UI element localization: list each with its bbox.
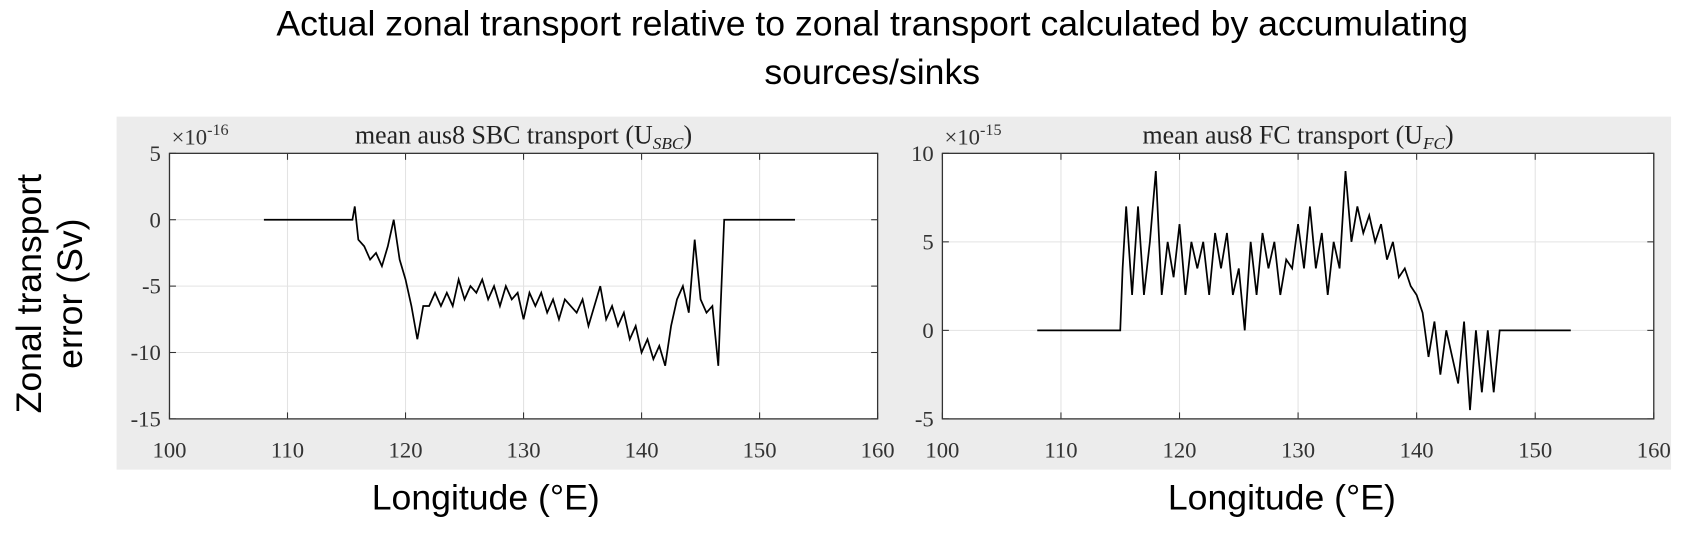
x-tick-label: 100	[925, 438, 959, 463]
x-axis-label: Longitude (°E)	[1168, 478, 1396, 518]
y-tick-label: -5	[142, 274, 161, 299]
x-tick-label: 100	[152, 438, 186, 463]
y-tick-label: -10	[131, 340, 161, 365]
y-axis-label: error (Sv)	[50, 218, 90, 368]
axes-title-subscript: SBC	[653, 134, 684, 153]
x-tick-label: 130	[507, 438, 541, 463]
x-axis-label: Longitude (°E)	[372, 478, 600, 518]
x-tick-label: 140	[625, 438, 659, 463]
axes-box	[941, 152, 1655, 420]
y-axis-label: Zonal transport	[9, 174, 49, 414]
axes-title-text: )	[1445, 121, 1454, 150]
data-line	[263, 206, 796, 367]
x-tick-label: 130	[1281, 438, 1315, 463]
x-tick-label: 160	[861, 438, 895, 463]
y-scale-label: ×10-15	[945, 121, 1002, 150]
axes-title-text: mean aus8 SBC transport (U	[355, 121, 653, 150]
y-tick-label: -15	[131, 406, 161, 431]
y-scale-exponent: -15	[980, 121, 1002, 139]
x-tick-label: 110	[1044, 438, 1077, 463]
y-scale-exponent: -16	[207, 121, 229, 139]
axes-box	[168, 152, 879, 420]
y-tick-label: 5	[150, 141, 161, 166]
figure-title: Actual zonal transport relative to zonal…	[276, 4, 1468, 44]
data-line	[1037, 170, 1571, 411]
x-tick-label: 120	[1163, 438, 1197, 463]
x-tick-label: 110	[271, 438, 304, 463]
x-tick-label: 120	[389, 438, 423, 463]
axes-title: mean aus8 FC transport (UFC)	[1143, 121, 1454, 153]
y-tick-label: 10	[911, 141, 934, 166]
y-scale-label: ×10-16	[172, 121, 229, 150]
x-tick-label: 150	[1518, 438, 1552, 463]
y-tick-label: 5	[922, 229, 933, 254]
figure-title: sources/sinks	[764, 52, 980, 92]
axes-title: mean aus8 SBC transport (USBC)	[355, 121, 692, 153]
y-scale-base: ×10	[172, 125, 207, 150]
axes-title-subscript: FC	[1422, 134, 1446, 153]
axes-title-text: mean aus8 FC transport (U	[1143, 121, 1424, 150]
y-tick-label: 0	[922, 318, 933, 343]
y-tick-label: 0	[150, 207, 161, 232]
y-scale-base: ×10	[945, 125, 980, 150]
x-tick-label: 150	[743, 438, 777, 463]
y-label-group: Zonal transport error (Sv)	[9, 174, 90, 414]
y-tick-label: -5	[915, 406, 934, 431]
x-tick-label: 140	[1400, 438, 1434, 463]
axes-title-text: )	[683, 121, 692, 150]
x-tick-label: 160	[1637, 438, 1671, 463]
